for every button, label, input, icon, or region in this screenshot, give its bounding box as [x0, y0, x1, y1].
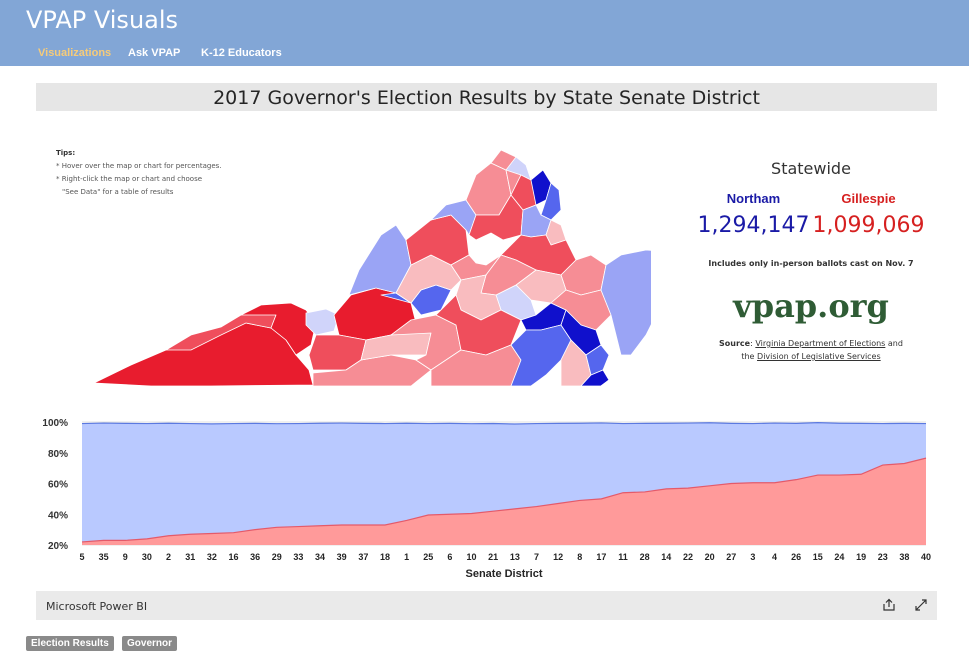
x-tick-label: 38 [899, 552, 909, 562]
map-district [585, 344, 610, 376]
x-tick-label: 11 [618, 552, 628, 562]
x-tick-label: 13 [510, 552, 520, 562]
x-tick-label: 18 [380, 552, 390, 562]
x-axis-label: Senate District [465, 568, 542, 580]
x-tick-label: 40 [921, 552, 931, 562]
x-tick-label: 32 [207, 552, 217, 562]
nav-visualizations[interactable]: Visualizations [38, 47, 112, 59]
x-tick-label: 19 [856, 552, 866, 562]
x-tick-label: 22 [683, 552, 693, 562]
x-tick-label: 16 [228, 552, 238, 562]
x-tick-label: 31 [185, 552, 195, 562]
y-tick-label: 100% [42, 418, 68, 429]
tips-box: Tips: * Hover over the map or chart for … [56, 147, 222, 199]
x-tick-label: 25 [423, 552, 433, 562]
share-icon[interactable] [881, 597, 897, 613]
tip-line: "See Data" for a table of results [62, 188, 174, 196]
power-bi-report: 2017 Governor's Election Results by Stat… [36, 83, 937, 590]
source-label: Source [719, 339, 751, 348]
y-tick-label: 60% [48, 480, 68, 491]
nav-ask-vpap[interactable]: Ask VPAP [128, 47, 181, 59]
northam-label: Northam [726, 191, 781, 206]
chart-areas [81, 422, 927, 545]
source-note: Source: Virginia Department of Elections… [719, 339, 903, 361]
map-district [468, 194, 524, 241]
map-district [505, 156, 532, 181]
x-tick-label: 27 [726, 552, 736, 562]
brand-title[interactable]: VPAP Visuals [26, 6, 179, 34]
map-district [305, 308, 340, 336]
x-tick-label: 26 [791, 552, 801, 562]
nav-k12-educators[interactable]: K-12 Educators [201, 47, 282, 59]
x-tick-label: 2 [166, 552, 171, 562]
series-line-northam [81, 422, 927, 425]
source-the: the [741, 352, 755, 361]
y-tick-label: 20% [48, 541, 68, 552]
tag-election-results[interactable]: Election Results [26, 636, 114, 651]
map-district [240, 302, 317, 356]
y-tick-label: 80% [48, 449, 68, 460]
powerbi-link[interactable]: Microsoft Power BI [46, 600, 148, 613]
y-tick-label: 40% [48, 510, 68, 521]
y-axis-ticks: 20% 40% 60% 80% 100% [42, 418, 68, 552]
x-tick-label: 12 [553, 552, 563, 562]
tip-line: * Hover over the map or chart for percen… [56, 162, 222, 170]
x-tick-label: 7 [534, 552, 539, 562]
site-header: VPAP Visuals Visualizations Ask VPAP K-1… [0, 0, 969, 66]
northam-votes: 1,294,147 [697, 213, 810, 238]
x-tick-label: 36 [250, 552, 260, 562]
x-tick-label: 10 [467, 552, 477, 562]
results-area-chart[interactable]: 20%40%60%80%100% 5 35 9 30 2 31 32 16 36 29 33 34 39… [36, 408, 937, 588]
statewide-title: Statewide [771, 159, 851, 178]
gillespie-votes: 1,099,069 [812, 213, 925, 238]
x-tick-label: 33 [293, 552, 303, 562]
x-tick-label: 39 [337, 552, 347, 562]
vpap-logo-text: vpap.org [733, 287, 889, 325]
map-district [600, 249, 651, 356]
tag-governor[interactable]: Governor [122, 636, 178, 651]
source-link-elections[interactable]: Virginia Department of Elections [755, 339, 886, 348]
x-tick-label: 5 [79, 552, 84, 562]
powerbi-footer: Microsoft Power BI [36, 591, 937, 620]
x-tick-label: 8 [577, 552, 582, 562]
x-tick-label: 30 [142, 552, 152, 562]
virginia-district-map[interactable] [91, 145, 651, 395]
x-tick-label: 20 [705, 552, 715, 562]
report-title: 2017 Governor's Election Results by Stat… [36, 83, 937, 111]
source-and: and [887, 339, 903, 348]
x-tick-label: 21 [488, 552, 498, 562]
tip-line: * Right-click the map or chart and choos… [56, 175, 203, 183]
x-tick-label: 17 [596, 552, 606, 562]
x-tick-label: 14 [661, 552, 671, 562]
source-link-dls[interactable]: Division of Legislative Services [757, 352, 881, 361]
expand-icon[interactable] [913, 597, 929, 613]
x-tick-label: 35 [99, 552, 109, 562]
x-tick-label: 6 [447, 552, 452, 562]
x-axis-ticks: 5 35 9 30 2 31 32 16 36 29 33 34 39 37 18 1 25 6 10 21 13 7 12… [79, 552, 931, 562]
series-line-gillespie [81, 457, 927, 543]
x-tick-label: 15 [813, 552, 823, 562]
x-tick-label: 29 [272, 552, 282, 562]
x-tick-label: 3 [750, 552, 755, 562]
x-tick-label: 24 [834, 552, 844, 562]
x-tick-label: 4 [772, 552, 777, 562]
x-tick-label: 1 [404, 552, 409, 562]
series-area-gillespie [82, 458, 926, 545]
x-tick-label: 28 [640, 552, 650, 562]
x-tick-label: 9 [123, 552, 128, 562]
x-tick-label: 34 [315, 552, 325, 562]
x-tick-label: 23 [878, 552, 888, 562]
ballot-note: Includes only in-person ballots cast on … [708, 259, 914, 268]
gillespie-label: Gillespie [841, 191, 896, 206]
tips-heading: Tips: [56, 149, 76, 157]
statewide-panel: Statewide Northam Gillespie 1,294,147 1,… [696, 159, 926, 361]
x-tick-label: 37 [358, 552, 368, 562]
